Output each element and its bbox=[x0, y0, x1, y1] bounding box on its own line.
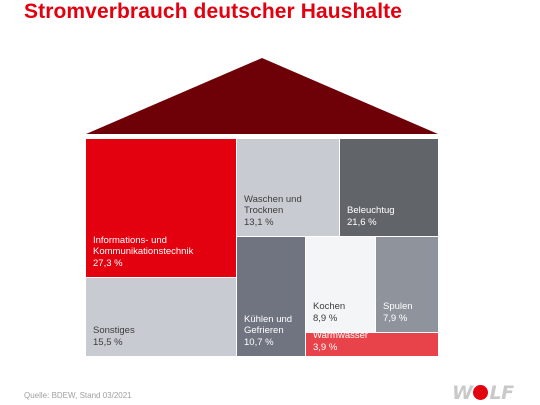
tile-label: Spulen bbox=[383, 301, 413, 312]
tile-kochen: Kochen 8,9 % bbox=[306, 237, 375, 332]
tile-value: 27,3 % bbox=[93, 257, 123, 269]
tile-text: Spulen 7,9 % bbox=[383, 301, 413, 324]
tile-label: Kühlen und Gefrieren bbox=[244, 313, 293, 337]
tile-warmwasser: Warmwasser 3,9 % bbox=[306, 330, 438, 356]
tile-text: Kühlen und Gefrieren 10,7 % bbox=[244, 314, 294, 349]
tile-label: Sonstiges bbox=[93, 325, 135, 336]
tile-value: 15,5 % bbox=[93, 336, 123, 348]
logo-text-start: W bbox=[452, 382, 473, 404]
tile-waschen-trocknen: Waschen und Trocknen 13,1 % bbox=[237, 139, 339, 236]
tile-value: 21,6 % bbox=[347, 216, 377, 228]
tile-value: 10,7 % bbox=[244, 336, 274, 348]
tile-text: Waschen und Trocknen 13,1 % bbox=[244, 194, 339, 229]
tile-text: Kochen 8,9 % bbox=[313, 301, 345, 324]
tile-text: Sonstiges 15,5 % bbox=[93, 325, 135, 348]
tile-text: Beleuchtug 21,6 % bbox=[347, 205, 395, 228]
tile-value: 13,1 % bbox=[244, 216, 274, 228]
roof-shape bbox=[86, 58, 438, 134]
wolf-logo: W LF bbox=[452, 383, 514, 403]
tile-label: Waschen und Trocknen bbox=[244, 193, 302, 217]
house-roof bbox=[86, 58, 438, 134]
tile-beleuchtung: Beleuchtug 21,6 % bbox=[340, 139, 438, 236]
tile-informations-kommunikationstechnik: Informations- und Kommunikationstechnik … bbox=[86, 139, 236, 277]
chart-title: Stromverbrauch deutscher Haushalte bbox=[24, 0, 403, 23]
source-note: Quelle: BDEW, Stand 03/2021 bbox=[24, 391, 132, 400]
tile-value: 3,9 % bbox=[313, 341, 338, 353]
logo-text-end: LF bbox=[489, 382, 514, 404]
logo-dot-icon bbox=[473, 385, 489, 400]
tile-value: 8,9 % bbox=[313, 312, 338, 324]
tile-kuehlen-gefrieren: Kühlen und Gefrieren 10,7 % bbox=[237, 237, 305, 356]
tile-sonstiges: Sonstiges 15,5 % bbox=[86, 278, 236, 356]
tile-value: 7,9 % bbox=[383, 312, 408, 324]
tile-text: Warmwasser 3,9 % bbox=[313, 330, 368, 353]
tile-label: Beleuchtug bbox=[347, 205, 395, 216]
tile-label: Informations- und Kommunikationstechnik bbox=[93, 234, 194, 258]
tile-spulen: Spulen 7,9 % bbox=[376, 237, 438, 332]
tile-label: Kochen bbox=[313, 301, 346, 312]
tile-label: Warmwasser bbox=[313, 330, 369, 341]
tile-text: Informations- und Kommunikationstechnik … bbox=[93, 234, 194, 270]
